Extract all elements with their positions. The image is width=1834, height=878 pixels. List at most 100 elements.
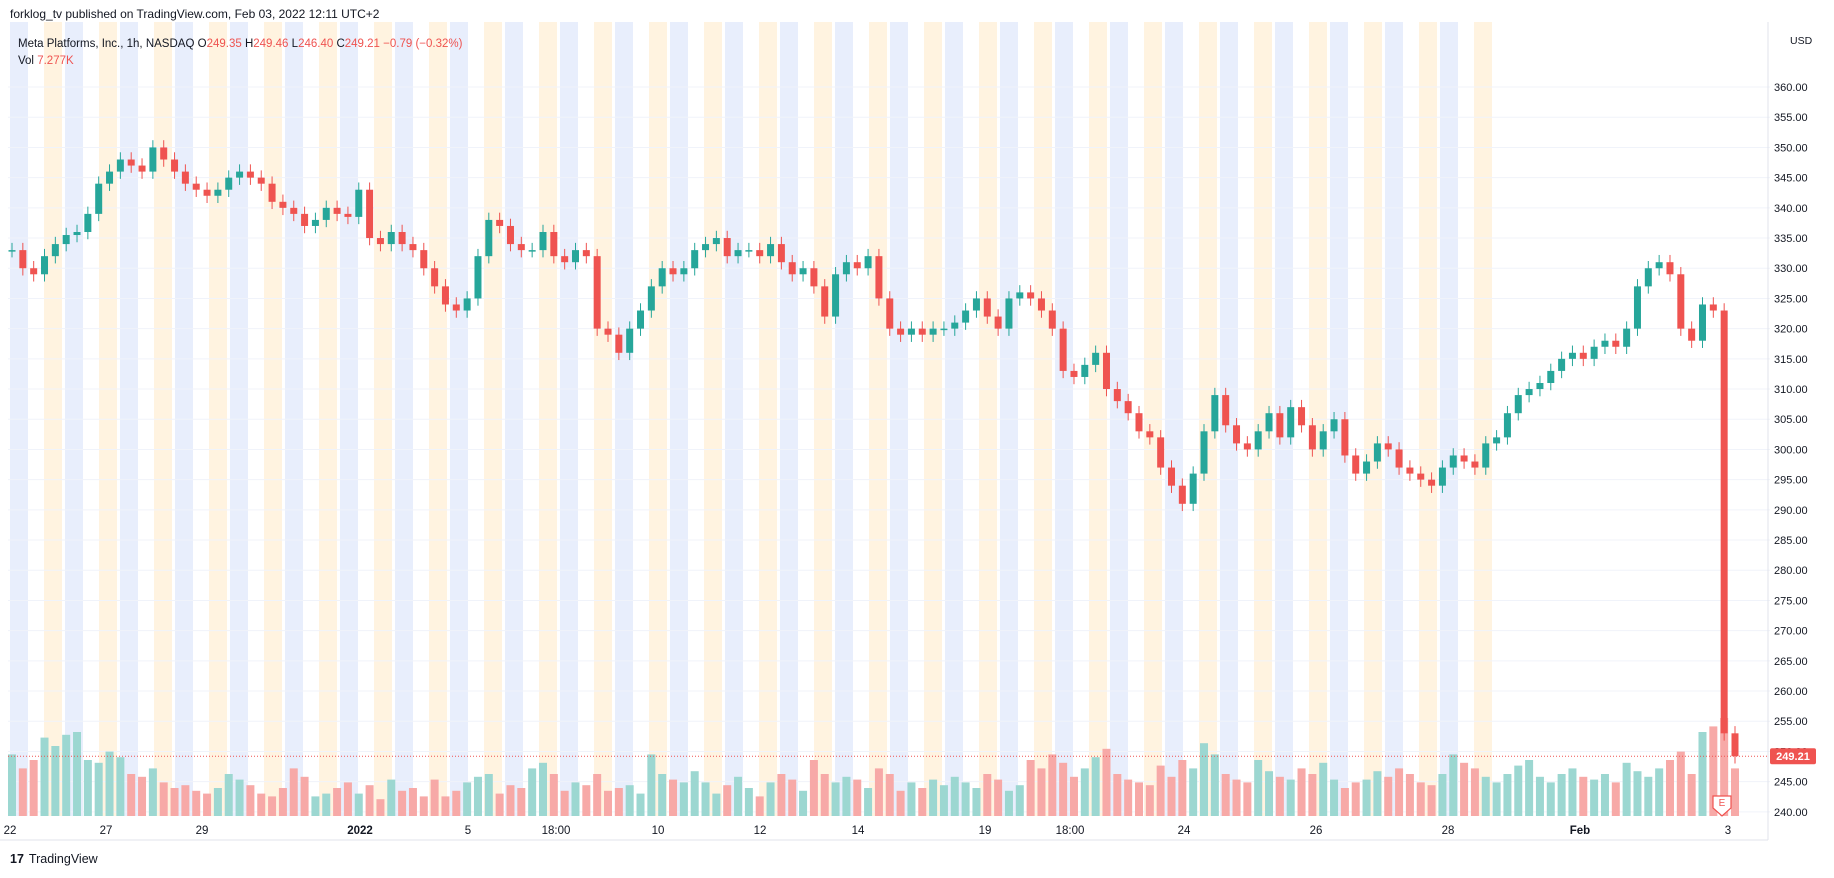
candle-body (1568, 352, 1576, 359)
volume-bar (1416, 782, 1425, 816)
candle-body (1482, 443, 1490, 468)
volume-bar (159, 782, 168, 816)
candle-body (810, 268, 818, 287)
tradingview-footer[interactable]: 17 TradingView (10, 852, 98, 866)
volume-bars (8, 718, 1739, 816)
volume-bar (1297, 768, 1306, 816)
volume-bar (1633, 771, 1642, 816)
candle-body (1579, 352, 1587, 359)
volume-bar (744, 788, 753, 816)
earnings-marker-icon (1712, 795, 1732, 817)
volume-bar (1427, 785, 1436, 816)
x-tick-label: 2022 (347, 825, 373, 837)
y-tick-label: 300.00 (1774, 444, 1808, 456)
volume-bar (820, 774, 829, 816)
candle-body (1536, 383, 1544, 390)
candle-body (1460, 455, 1468, 462)
volume-bar (1600, 774, 1609, 816)
last-price-label: 249.21 (1776, 751, 1810, 763)
last-price-tag (1770, 748, 1816, 765)
candle-body (1037, 298, 1045, 311)
low-label: L (291, 38, 299, 50)
price-chart[interactable]: 240.00245.00250.00255.00260.00265.00270.… (0, 22, 1834, 842)
candle-body (972, 298, 980, 311)
volume-bar (734, 776, 743, 816)
candle-body (756, 250, 764, 257)
volume-bar (1059, 762, 1068, 816)
candle-body (571, 250, 579, 263)
y-tick-label: 270.00 (1774, 626, 1808, 638)
volume-bar (1113, 774, 1122, 816)
candle-body (268, 183, 276, 202)
x-tick-label: 18:00 (1056, 825, 1085, 837)
candle-body (951, 322, 959, 329)
volume-bar (213, 788, 222, 816)
x-tick-label: 29 (196, 825, 209, 837)
volume-bar (874, 768, 883, 816)
volume-bar (322, 793, 331, 816)
volume-bar (1243, 782, 1252, 816)
candle-body (1243, 443, 1251, 450)
volume-bar (1590, 779, 1599, 816)
volume-bar (257, 793, 266, 816)
volume-bar (950, 776, 959, 816)
volume-label: Vol (18, 55, 34, 67)
candle-body (1200, 431, 1208, 474)
candle-body (994, 316, 1002, 329)
candle-body (669, 268, 677, 275)
volume-bar (1156, 765, 1165, 816)
volume-bar (853, 779, 862, 816)
volume-bar (939, 785, 948, 816)
volume-bar (636, 793, 645, 816)
open-label: O (197, 38, 207, 50)
candle-body (712, 238, 720, 245)
volume-bar (593, 774, 602, 816)
volume-bar (94, 762, 103, 816)
volume-bar (896, 790, 905, 816)
candle-body (1590, 346, 1598, 359)
candle-body (398, 232, 406, 245)
volume-bar (658, 774, 667, 816)
candle-body (1222, 395, 1230, 426)
volume-bar (311, 796, 320, 816)
volume-bar (1026, 760, 1035, 816)
volume-bar (1384, 776, 1393, 816)
volume-bar (18, 768, 27, 816)
volume-bar (1319, 762, 1328, 816)
candle-body (1547, 370, 1555, 383)
candle-body (1644, 268, 1652, 287)
candle-body (637, 310, 645, 329)
candle-body (171, 159, 179, 172)
candle-body (160, 147, 168, 160)
volume-bar (354, 793, 363, 816)
candle-body (1558, 358, 1566, 371)
candle-body (1471, 461, 1479, 468)
volume-bar (224, 774, 233, 816)
candle-body (30, 268, 38, 275)
volume-bar (484, 774, 493, 816)
candle-body (767, 244, 775, 257)
volume-bar (1687, 774, 1696, 816)
y-tick-label: 310.00 (1774, 384, 1808, 396)
volume-bar (1720, 718, 1729, 816)
x-tick-label: 22 (4, 825, 17, 837)
y-tick-label: 260.00 (1774, 686, 1808, 698)
candle-body (1254, 431, 1262, 450)
candle-body (1731, 733, 1739, 757)
candle-body (1720, 310, 1728, 734)
candle-body (593, 256, 601, 329)
volume-bar (170, 788, 179, 816)
volume-bar (723, 785, 732, 816)
x-tick-label: 19 (979, 825, 992, 837)
volume-bar (1037, 768, 1046, 816)
volume-bar (972, 788, 981, 816)
candle-body (1406, 467, 1414, 474)
candle-body (1428, 479, 1436, 486)
volume-bar (29, 760, 38, 816)
candle-body (962, 310, 970, 323)
candle-body (647, 286, 655, 311)
volume-bar (430, 779, 439, 816)
volume-bar (1091, 757, 1100, 816)
volume-bar (647, 754, 656, 816)
volume-bar (560, 790, 569, 816)
